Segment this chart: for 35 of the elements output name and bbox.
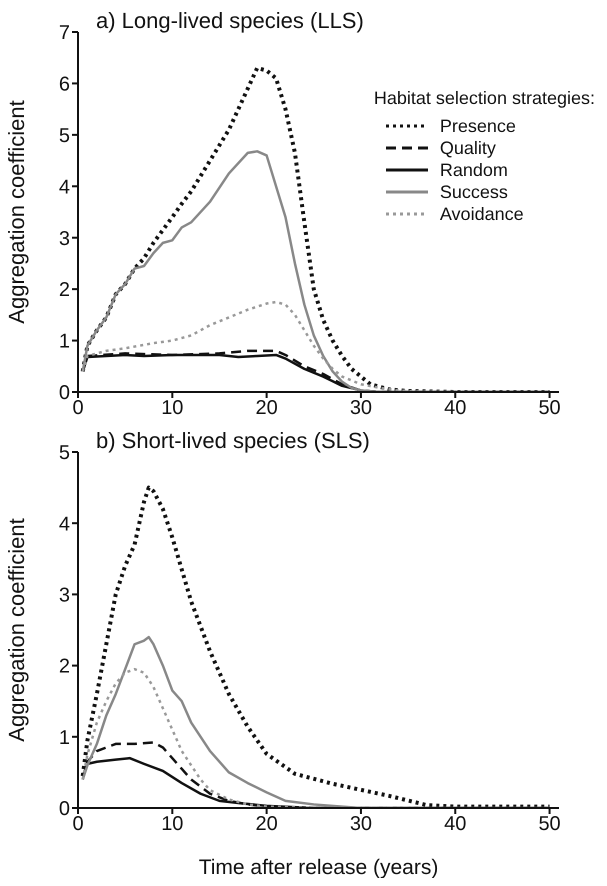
- y-tick-label: 3: [58, 584, 70, 606]
- y-tick-label: 1: [58, 330, 70, 353]
- y-tick-label: 0: [58, 798, 70, 820]
- x-tick-label: 30: [350, 813, 372, 836]
- y-axis-title: Aggregation coefficient: [4, 100, 29, 324]
- x-tick-label: 20: [256, 397, 278, 420]
- x-tick-label: 30: [350, 397, 372, 420]
- x-tick-label: 40: [444, 397, 466, 420]
- x-tick-label: 50: [538, 813, 561, 836]
- y-tick-label: 2: [58, 279, 70, 302]
- x-tick-label: 10: [161, 397, 184, 420]
- y-tick-label: 3: [58, 228, 70, 250]
- y-tick-label: 5: [58, 124, 70, 147]
- legend-title: Habitat selection strategies:: [374, 88, 595, 109]
- y-tick-label: 1: [58, 726, 70, 749]
- y-tick-label: 7: [58, 22, 70, 44]
- legend-label: Presence: [440, 116, 516, 136]
- y-tick-label: 4: [58, 513, 70, 536]
- x-axis-title: Time after release (years): [198, 856, 438, 879]
- y-tick-label: 0: [58, 382, 70, 404]
- y-tick-label: 5: [58, 442, 70, 464]
- x-tick-label: 20: [256, 813, 278, 836]
- y-axis-title: Aggregation coefficient: [4, 518, 29, 742]
- legend-label: Avoidance: [440, 204, 524, 224]
- x-tick-label: 40: [444, 813, 466, 836]
- x-tick-label: 10: [161, 813, 184, 836]
- legend-label: Quality: [440, 138, 496, 158]
- y-tick-label: 2: [58, 656, 70, 678]
- chart-title: a) Long-lived species (LLS): [96, 8, 364, 34]
- legend-label: Success: [440, 182, 508, 202]
- y-tick-label: 6: [58, 74, 70, 96]
- x-tick-label: 50: [538, 397, 561, 420]
- chart-title: b) Short-lived species (SLS): [96, 428, 370, 454]
- y-tick-label: 4: [58, 176, 70, 198]
- legend-label: Random: [440, 160, 508, 180]
